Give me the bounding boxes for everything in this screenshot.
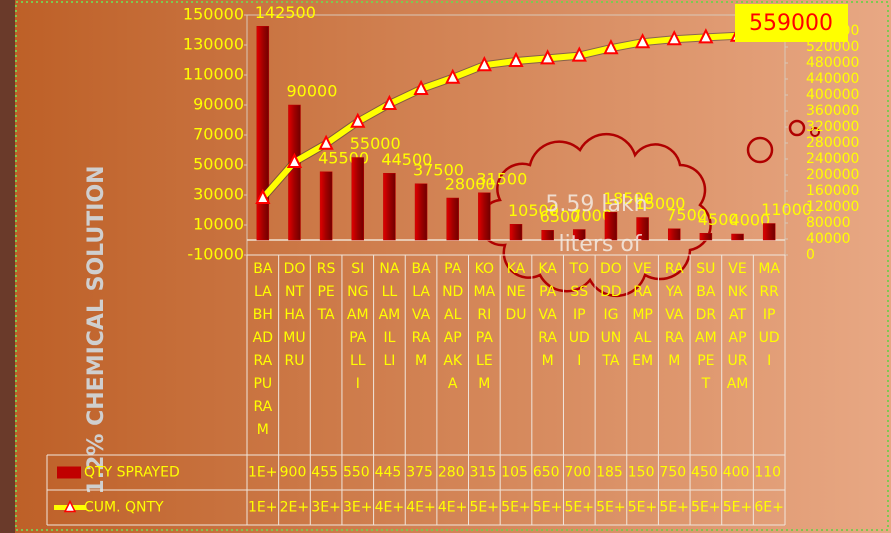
table-cell: 5E+ xyxy=(628,500,657,516)
table-cell: 1E+ xyxy=(248,500,277,516)
table-cell: 550 xyxy=(343,465,370,481)
bar xyxy=(383,173,395,240)
table-cell: 110 xyxy=(754,465,781,481)
table-cell: 6E+ xyxy=(754,500,783,516)
y2-tick-label: 280000 xyxy=(806,135,859,151)
legend-label: QTY SPRAYED xyxy=(84,465,180,481)
y2-tick-label: 240000 xyxy=(806,151,859,167)
bar xyxy=(732,234,744,240)
y2-tick-label: 0 xyxy=(806,247,815,263)
end-value-label: 559000 xyxy=(749,11,833,36)
y2-tick-label: 200000 xyxy=(806,167,859,183)
y-tick-label: 150000 xyxy=(183,5,244,24)
y2-tick-label: 320000 xyxy=(806,119,859,135)
y-axis-label: 1.2% CHEMICAL SOLUTION xyxy=(84,165,109,494)
legend-key xyxy=(57,467,81,479)
bar xyxy=(257,26,269,240)
bar xyxy=(510,224,522,240)
y2-tick-label: 160000 xyxy=(806,183,859,199)
y2-tick-label: 80000 xyxy=(806,215,851,231)
bar xyxy=(415,184,427,240)
bar xyxy=(478,193,490,240)
y-tick-label: -10000 xyxy=(187,245,244,264)
legend-label: CUM. QNTY xyxy=(84,500,164,516)
y2-tick-label: 120000 xyxy=(806,199,859,215)
table-cell: 1E+ xyxy=(248,465,277,481)
y-tick-label: 50000 xyxy=(193,155,244,174)
bar xyxy=(447,198,459,240)
table-cell: 280 xyxy=(438,465,465,481)
x-tick-label: RSPETA xyxy=(317,261,336,323)
bar xyxy=(700,233,712,240)
y-tick-label: 110000 xyxy=(183,65,244,84)
table-cell: 4E+ xyxy=(406,500,435,516)
table-cell: 4E+ xyxy=(438,500,467,516)
table-cell: 450 xyxy=(691,465,718,481)
table-cell: 3E+ xyxy=(311,500,340,516)
table-cell: 150 xyxy=(628,465,655,481)
table-cell: 5E+ xyxy=(501,500,530,516)
table-cell: 5E+ xyxy=(596,500,625,516)
y-tick-label: 10000 xyxy=(193,215,244,234)
left-strip xyxy=(0,0,15,533)
bar-value-label: 142500 xyxy=(255,3,316,22)
y-tick-label: 30000 xyxy=(193,185,244,204)
table-cell: 375 xyxy=(406,465,433,481)
table-cell: 750 xyxy=(659,465,686,481)
table-cell: 185 xyxy=(596,465,623,481)
y2-tick-label: 400000 xyxy=(806,87,859,103)
y2-tick-label: 480000 xyxy=(806,55,859,71)
y2-tick-label: 40000 xyxy=(806,231,851,247)
table-cell: 2E+ xyxy=(280,500,309,516)
bar xyxy=(542,230,554,240)
y2-tick-label: 360000 xyxy=(806,103,859,119)
table-cell: 445 xyxy=(375,465,402,481)
y-tick-label: 70000 xyxy=(193,125,244,144)
table-cell: 455 xyxy=(311,465,338,481)
bar xyxy=(763,224,775,241)
table-cell: 700 xyxy=(564,465,591,481)
table-cell: 5E+ xyxy=(470,500,499,516)
y2-tick-label: 440000 xyxy=(806,71,859,87)
table-cell: 650 xyxy=(533,465,560,481)
x-tick-label: KANEDU xyxy=(505,261,526,323)
bar-value-label: 90000 xyxy=(286,82,337,101)
table-cell: 400 xyxy=(723,465,750,481)
bar xyxy=(320,172,332,240)
y-tick-label: 90000 xyxy=(193,95,244,114)
table-cell: 5E+ xyxy=(564,500,593,516)
table-cell: 3E+ xyxy=(343,500,372,516)
table-cell: 5E+ xyxy=(691,500,720,516)
y-tick-label: 130000 xyxy=(183,35,244,54)
table-cell: 5E+ xyxy=(533,500,562,516)
bar xyxy=(352,158,364,241)
table-cell: 105 xyxy=(501,465,528,481)
bar-value-label: 31500 xyxy=(476,169,527,188)
bar xyxy=(668,229,680,240)
table-cell: 4E+ xyxy=(375,500,404,516)
chart: 1.2% CHEMICAL SOLUTION -10000 10000 30000 5… xyxy=(0,0,891,533)
table-cell: 5E+ xyxy=(659,500,688,516)
bar-value-label: 11000 xyxy=(761,200,812,219)
table-cell: 5E+ xyxy=(723,500,752,516)
table-cell: 900 xyxy=(280,465,307,481)
table-cell: 315 xyxy=(470,465,497,481)
